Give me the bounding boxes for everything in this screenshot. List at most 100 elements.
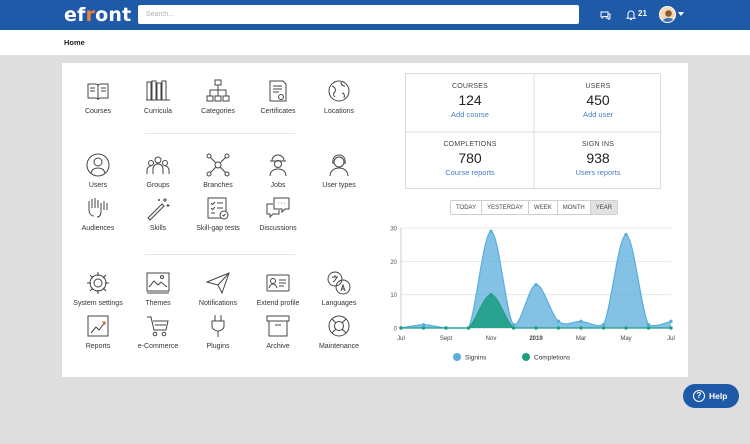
data-point [511, 322, 516, 327]
data-point [466, 326, 471, 330]
user-icon [86, 153, 110, 177]
data-point [669, 326, 673, 330]
series-area-signins [401, 231, 671, 328]
tile-discussions[interactable]: Discussions [248, 195, 308, 237]
data-point [556, 319, 561, 324]
data-point [421, 326, 426, 330]
tile-notifications[interactable]: Notifications [188, 270, 248, 312]
gear-icon [87, 272, 109, 294]
tile-categories[interactable]: Categories [188, 78, 248, 120]
bell-icon[interactable] [625, 8, 637, 26]
tile-themes[interactable]: Themes [128, 270, 188, 312]
data-point [489, 229, 493, 234]
add-user-link[interactable]: Add user [582, 110, 614, 119]
y-tick-label: 0 [394, 327, 398, 333]
tile-reports[interactable]: Reports [68, 313, 128, 355]
chat-icon[interactable] [600, 8, 611, 26]
book-icon [87, 83, 109, 101]
range-week-button[interactable]: WEEK [529, 201, 558, 214]
data-point [579, 326, 583, 330]
cart-icon [147, 316, 169, 337]
legend-label-completions: Completions [534, 355, 571, 362]
y-tick-label: 20 [390, 260, 397, 266]
tile-maintenance[interactable]: Maintenance [309, 313, 369, 355]
tile-users[interactable]: Users [68, 152, 128, 194]
tile-skills[interactable]: Skills [128, 195, 188, 237]
data-point [556, 326, 561, 330]
data-point [489, 292, 493, 297]
tile-ecommerce[interactable]: e-Commerce [128, 313, 188, 355]
data-point [579, 319, 583, 324]
efront-logo[interactable]: efront [64, 4, 132, 26]
stat-completions: COMPLETIONS 780 Course reports [406, 132, 534, 190]
tile-jobs[interactable]: Jobs [248, 152, 308, 194]
course-reports-link[interactable]: Course reports [445, 168, 495, 177]
data-point [534, 282, 538, 287]
data-point [624, 232, 628, 237]
stat-users: USERS 450 Add user [534, 74, 662, 132]
tile-skill-gap-tests[interactable]: Skill-gap tests [188, 195, 248, 237]
tile-locations[interactable]: Locations [309, 78, 369, 120]
tile-courses[interactable]: Courses [68, 78, 128, 120]
users-reports-link[interactable]: Users reports [575, 168, 621, 177]
stats-grid-lines [406, 74, 662, 190]
top-bar: efront 21 [0, 0, 750, 30]
data-point [511, 326, 516, 330]
avatar[interactable] [659, 6, 676, 23]
activity-chart: 0 10 20 30 Jul Sept Nov 2019 Mar May Jul Signins Com… [390, 227, 675, 362]
question-icon: ? [693, 390, 705, 402]
chevron-down-icon[interactable] [678, 12, 684, 16]
magic-wand-icon [147, 198, 170, 221]
search-input[interactable] [138, 5, 579, 24]
data-point [646, 322, 651, 327]
bookshelf-icon [146, 80, 170, 101]
x-tick-label: 2019 [529, 336, 543, 342]
notification-count: 21 [638, 9, 647, 18]
time-range-selector: TODAY YESTERDAY WEEK MONTH YEAR [450, 200, 619, 215]
globe-icon [328, 80, 350, 102]
data-point [669, 319, 673, 324]
tile-curricula[interactable]: Curricula [128, 78, 188, 120]
tile-branches[interactable]: Branches [188, 152, 248, 194]
tile-archive[interactable]: Archive [248, 313, 308, 355]
help-button[interactable]: ? Help [683, 384, 739, 408]
section-divider [145, 133, 295, 134]
chart-icon [87, 315, 109, 337]
woman-icon [329, 154, 349, 177]
tile-certificates[interactable]: Certificates [248, 78, 308, 120]
range-month-button[interactable]: MONTH [557, 201, 591, 214]
tile-audiences[interactable]: Audiences [68, 195, 128, 237]
data-point [601, 322, 606, 327]
section-divider [145, 254, 295, 255]
group-icon [146, 156, 170, 174]
y-tick-label: 30 [390, 227, 397, 233]
raised-hands-icon [88, 198, 108, 218]
tile-groups[interactable]: Groups [128, 152, 188, 194]
range-today-button[interactable]: TODAY [451, 201, 483, 214]
data-point [624, 326, 628, 330]
network-icon [206, 153, 230, 177]
range-yesterday-button[interactable]: YESTERDAY [482, 201, 530, 214]
x-tick-label: May [620, 336, 631, 342]
x-tick-label: Jul [397, 336, 405, 342]
certificate-icon [269, 80, 287, 102]
tile-system-settings[interactable]: System settings [68, 270, 128, 312]
tile-extend-profile[interactable]: Extend profile [248, 270, 308, 312]
breadcrumb-bar: Home [0, 30, 750, 55]
x-tick-label: Nov [486, 336, 497, 342]
x-tick-label: Sept [440, 336, 453, 342]
archive-box-icon [266, 315, 290, 337]
data-point [444, 326, 448, 330]
legend-label-signins: Signins [465, 355, 487, 362]
tile-plugins[interactable]: Plugins [188, 313, 248, 355]
data-point [534, 326, 538, 330]
range-year-button[interactable]: YEAR [590, 201, 618, 214]
add-course-link[interactable]: Add course [451, 110, 489, 119]
tile-languages[interactable]: Languages [309, 270, 369, 312]
y-tick-label: 10 [390, 293, 397, 299]
breadcrumb[interactable]: Home [64, 38, 85, 47]
tile-user-types[interactable]: User types [309, 152, 369, 194]
stat-signins: SIGN INS 938 Users reports [534, 132, 662, 190]
data-point [646, 326, 651, 330]
stat-courses: COURSES 124 Add course [406, 74, 534, 132]
